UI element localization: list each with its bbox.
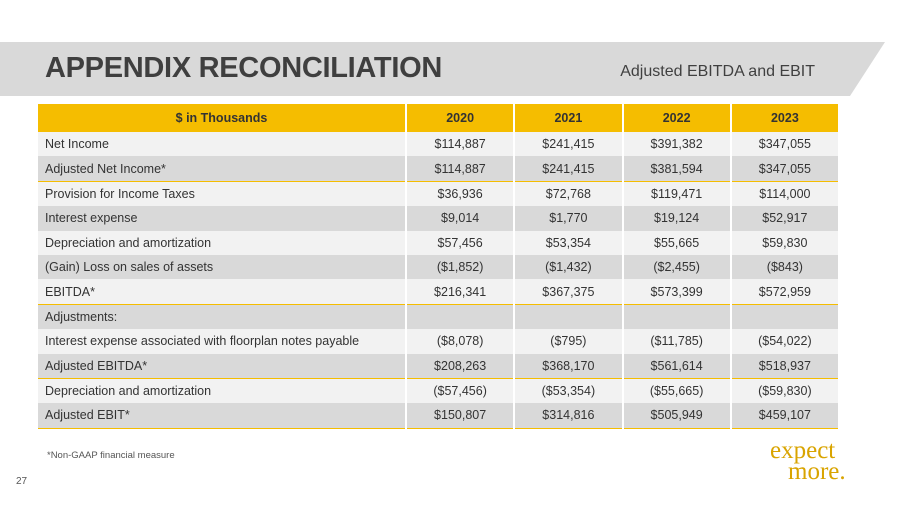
subtitle: Adjusted EBITDA and EBIT	[620, 63, 815, 80]
empty-cell	[622, 304, 732, 330]
table-cell: $72,768	[514, 181, 624, 207]
table-cell: Adjusted EBIT*	[38, 403, 407, 429]
table-cell: $1,770	[514, 206, 624, 231]
table-row: Adjustments:	[38, 304, 841, 330]
table-cell: $314,816	[514, 403, 624, 429]
header-row: $ in Thousands 2020 2021 2022 2023	[38, 104, 841, 132]
table-cell: $114,000	[730, 181, 841, 207]
empty-cell	[406, 304, 516, 330]
table-row: EBITDA* $216,341 $367,375 $573,399 $572,959	[38, 279, 841, 305]
table-cell: $347,055	[730, 132, 841, 157]
table-cell: $57,456	[406, 230, 516, 255]
table-row: Adjusted EBITDA* $208,263 $368,170 $561,614…	[38, 353, 841, 379]
table-cell: $114,887	[406, 132, 516, 157]
table-cell: $367,375	[514, 279, 624, 305]
table-cell: ($795)	[514, 329, 624, 354]
table-cell: Adjustments:	[38, 304, 407, 330]
table-cell: ($1,432)	[514, 254, 624, 280]
table-row: Depreciation and amortization ($57,456) ($…	[38, 378, 841, 404]
table-cell: $573,399	[622, 279, 732, 305]
table-row: Net Income $114,887 $241,415 $391,382 $347,0…	[38, 132, 841, 157]
footnote: *Non-GAAP financial measure	[47, 450, 175, 461]
table-cell: ($54,022)	[730, 329, 841, 354]
header-cell: 2022	[622, 104, 732, 132]
table-cell: Interest expense associated with floorpl…	[38, 329, 407, 354]
table-cell: EBITDA*	[38, 279, 407, 305]
table-cell: $241,415	[514, 132, 624, 157]
logo: expect more.	[770, 437, 846, 485]
table-cell: Net Income	[38, 132, 407, 157]
logo-text: more.	[788, 458, 846, 485]
table-cell: ($55,665)	[622, 378, 732, 404]
logo-text: expect	[770, 437, 836, 464]
table-cell: $368,170	[514, 353, 624, 379]
table-cell: $459,107	[730, 403, 841, 429]
table-cell: $505,949	[622, 403, 732, 429]
table-row: Provision for Income Taxes $36,936 $72,768…	[38, 181, 841, 207]
table-cell: $518,937	[730, 353, 841, 379]
table-row: Adjusted EBIT* $150,807 $314,816 $505,949 $4…	[38, 403, 841, 429]
table-cell: Provision for Income Taxes	[38, 181, 407, 207]
header-cell: $ in Thousands	[38, 104, 407, 132]
table-cell: $381,594	[622, 156, 732, 182]
empty-cell	[514, 304, 624, 330]
table-cell: Depreciation and amortization	[38, 230, 407, 255]
table-cell: Adjusted EBITDA*	[38, 353, 407, 379]
table-cell: Interest expense	[38, 206, 407, 231]
header-cell: 2020	[406, 104, 516, 132]
table-cell: Adjusted Net Income*	[38, 156, 407, 182]
title-banner	[0, 42, 885, 96]
table-cell: $572,959	[730, 279, 841, 305]
table-body: Net Income $114,887 $241,415 $391,382 $347,0…	[38, 132, 841, 429]
table-cell: $59,830	[730, 230, 841, 255]
table-cell: $347,055	[730, 156, 841, 182]
table-cell: ($2,455)	[622, 254, 732, 280]
table-cell: ($843)	[730, 254, 841, 280]
table-cell: $561,614	[622, 353, 732, 379]
table-cell: $55,665	[622, 230, 732, 255]
table-cell: $216,341	[406, 279, 516, 305]
table-row: Interest expense $9,014 $1,770 $19,124 $52,9…	[38, 206, 841, 231]
table-cell: Depreciation and amortization	[38, 378, 407, 404]
table-cell: $391,382	[622, 132, 732, 157]
table-cell: ($57,456)	[406, 378, 516, 404]
table-cell: $119,471	[622, 181, 732, 207]
table-row: Depreciation and amortization $57,456 $53,…	[38, 230, 841, 255]
table-row: Interest expense associated with floorpl…	[38, 329, 841, 354]
table-cell: $53,354	[514, 230, 624, 255]
table-cell: ($53,354)	[514, 378, 624, 404]
header-cell: 2023	[730, 104, 841, 132]
title: APPENDIX RECONCILIATION	[45, 52, 442, 84]
empty-cell	[730, 304, 841, 330]
table-cell: ($8,078)	[406, 329, 516, 354]
table-cell: ($1,852)	[406, 254, 516, 280]
table-cell: ($59,830)	[730, 378, 841, 404]
table-cell: $150,807	[406, 403, 516, 429]
page-number: 27	[16, 476, 28, 487]
table-cell: $114,887	[406, 156, 516, 182]
header-cell: 2021	[514, 104, 624, 132]
table-cell: $19,124	[622, 206, 732, 231]
table-row: (Gain) Loss on sales of assets ($1,852) ($…	[38, 254, 841, 280]
table-row: Adjusted Net Income* $114,887 $241,415 $381…	[38, 156, 841, 182]
reconciliation-table: $ in Thousands 2020 2021 2022 2023 Net Incom…	[38, 104, 841, 429]
table-cell: $52,917	[730, 206, 841, 231]
table-cell: $208,263	[406, 353, 516, 379]
table-cell: $9,014	[406, 206, 516, 231]
table-cell: ($11,785)	[622, 329, 732, 354]
table-cell: $36,936	[406, 181, 516, 207]
table-cell: $241,415	[514, 156, 624, 182]
table-cell: (Gain) Loss on sales of assets	[38, 254, 407, 280]
